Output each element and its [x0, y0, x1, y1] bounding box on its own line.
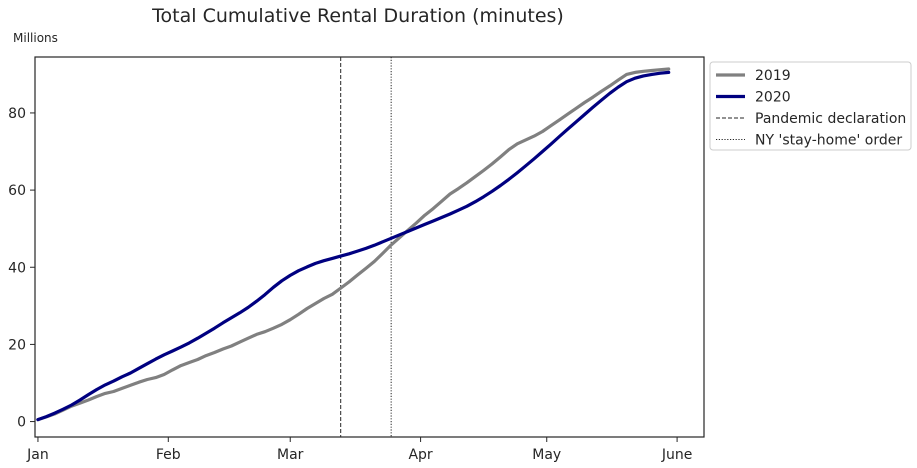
legend-label: Pandemic declaration: [755, 111, 906, 127]
legend-box: [709, 61, 912, 151]
x-tick-label: Mar: [277, 447, 304, 463]
series-lines: [36, 67, 671, 422]
x-tick-label: June: [661, 447, 693, 463]
y-tick-label: 20: [8, 337, 26, 353]
legend-label: 2019: [755, 68, 791, 84]
y-tick-label: 60: [8, 183, 26, 199]
plot-area: [34, 56, 705, 438]
legend: 2019 2020 Pandemic declaration NY 'stay-hom…: [709, 61, 912, 151]
chart-title: Total Cumulative Rental Duration (minute…: [151, 5, 564, 27]
legend-label: NY 'stay-home' order: [755, 133, 902, 149]
series-line-2020: [36, 70, 671, 422]
y-tick-label: 40: [8, 260, 26, 276]
x-tick-label: May: [532, 447, 561, 463]
x-tick-label: Feb: [156, 447, 181, 463]
y-tick-label: 80: [8, 106, 26, 122]
plot-frame: [34, 56, 705, 438]
series-line-2019: [36, 67, 671, 422]
y-tick-label: 0: [17, 415, 26, 431]
x-tick-label: Jan: [26, 447, 49, 463]
x-axis: Jan Feb Mar Apr May June: [26, 437, 692, 463]
x-tick-label: Apr: [408, 447, 432, 463]
annotation-lines: [340, 57, 392, 437]
y-axis: 0 20 40 60 80: [8, 106, 35, 431]
legend-label: 2020: [755, 90, 791, 106]
y-unit-label: Millions: [13, 31, 58, 45]
